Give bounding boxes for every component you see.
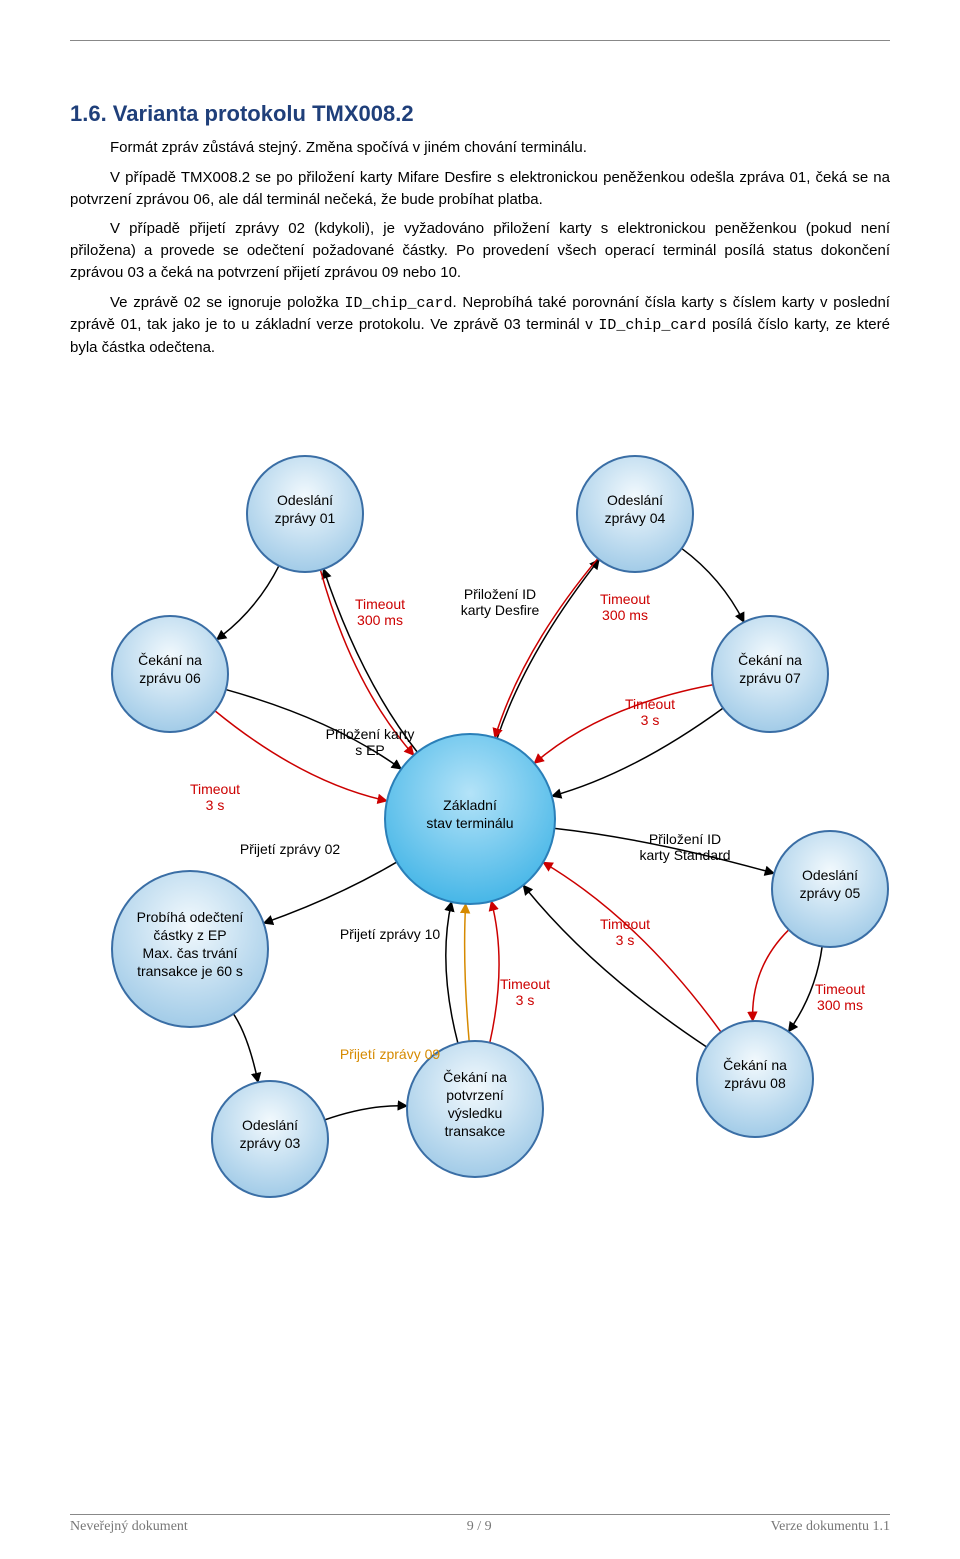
edge-label: Přijetí zprávy 09 xyxy=(340,1046,441,1062)
node-label: částky z EP xyxy=(153,927,226,943)
edge-label: 300 ms xyxy=(357,612,403,628)
node-label: zprávy 04 xyxy=(605,510,666,526)
node-label: Probíhá odečtení xyxy=(137,909,244,925)
node-label: transakce xyxy=(445,1123,506,1139)
edge-label: 3 s xyxy=(516,992,535,1008)
node-label: Odeslání xyxy=(277,492,333,508)
edge-label: Timeout xyxy=(600,916,650,932)
node-label: zprávu 08 xyxy=(724,1075,786,1091)
edge-label: Přijetí zprávy 02 xyxy=(240,841,341,857)
diagram-edge xyxy=(325,1105,407,1119)
node-label: stav terminálu xyxy=(426,815,513,831)
edge-label: karty Desfire xyxy=(461,602,540,618)
edge-label: 3 s xyxy=(616,932,635,948)
edge-label: Timeout xyxy=(355,596,405,612)
node-label: Čekání na xyxy=(723,1057,787,1073)
node-label: zprávy 03 xyxy=(240,1135,301,1151)
node-label: Základní xyxy=(443,797,497,813)
footer-right: Verze dokumentu 1.1 xyxy=(771,1519,890,1535)
node-label: Max. čas trvání xyxy=(143,945,238,961)
diagram-edge xyxy=(753,930,789,1021)
diagram-edge xyxy=(446,902,458,1043)
node-label: zprávu 07 xyxy=(739,670,801,686)
node-label: Odeslání xyxy=(802,867,858,883)
edge-label: s EP xyxy=(355,742,385,758)
edge-label: 300 ms xyxy=(817,997,863,1013)
node-label: zprávy 05 xyxy=(800,885,861,901)
diagram-edge xyxy=(465,904,470,1041)
paragraph-2: V případě TMX008.2 se po přiložení karty… xyxy=(70,167,890,211)
node-label: transakce je 60 s xyxy=(137,963,243,979)
state-diagram: Odeslání zprávy 01 Odeslání zprávy 04 Čekání… xyxy=(70,399,890,1224)
footer-mid: 9 / 9 xyxy=(467,1519,492,1535)
diagram-edge xyxy=(264,862,397,923)
node-label: zprávu 06 xyxy=(139,670,201,686)
edge-label: Přiložení ID xyxy=(464,586,536,602)
diagram-edge xyxy=(534,684,713,763)
diagram-edge xyxy=(233,1014,258,1082)
edge-label: Timeout xyxy=(600,591,650,607)
paragraph-3: V případě přijetí zprávy 02 (kdykoli), j… xyxy=(70,218,890,283)
node-label: Odeslání xyxy=(607,492,663,508)
node-label: Čekání na xyxy=(738,652,802,668)
edge-label: Přiložení ID xyxy=(649,831,721,847)
node-label: Odeslání xyxy=(242,1117,298,1133)
node-label: výsledku xyxy=(448,1105,502,1121)
footer-left: Neveřejný dokument xyxy=(70,1519,188,1535)
node-label: potvrzení xyxy=(446,1087,504,1103)
page-footer: Neveřejný dokument 9 / 9 Verze dokumentu… xyxy=(70,1514,890,1535)
para4-a: Ve zprávě 02 se ignoruje položka xyxy=(110,294,345,311)
node-label: zprávy 01 xyxy=(275,510,336,526)
paragraph-4: Ve zprávě 02 se ignoruje položka ID_chip… xyxy=(70,292,890,359)
node-label: Čekání na xyxy=(443,1069,507,1085)
edge-label: 3 s xyxy=(641,712,660,728)
node-label: Čekání na xyxy=(138,652,202,668)
diagram-edge xyxy=(490,901,499,1042)
edge-label: 3 s xyxy=(206,797,225,813)
diagram-edge xyxy=(552,708,723,796)
section-heading: 1.6. Varianta protokolu TMX008.2 xyxy=(70,101,890,127)
diagram-edge xyxy=(217,566,279,640)
edge-label: 300 ms xyxy=(602,607,648,623)
diagram-edge xyxy=(682,548,744,622)
paragraph-1: Formát zpráv zůstává stejný. Změna spočí… xyxy=(70,137,890,159)
edge-label: Timeout xyxy=(625,696,675,712)
edge-label: Přiložení karty xyxy=(326,726,415,742)
edge-label: karty Standard xyxy=(639,847,730,863)
edge-label: Timeout xyxy=(190,781,240,797)
code-id-chip-card-2: ID_chip_card xyxy=(598,317,706,334)
edge-label: Přijetí zprávy 10 xyxy=(340,926,441,942)
edge-label: Timeout xyxy=(500,976,550,992)
edge-label: Timeout xyxy=(815,981,865,997)
diagram-edge xyxy=(523,885,706,1047)
code-id-chip-card-1: ID_chip_card xyxy=(345,295,453,312)
